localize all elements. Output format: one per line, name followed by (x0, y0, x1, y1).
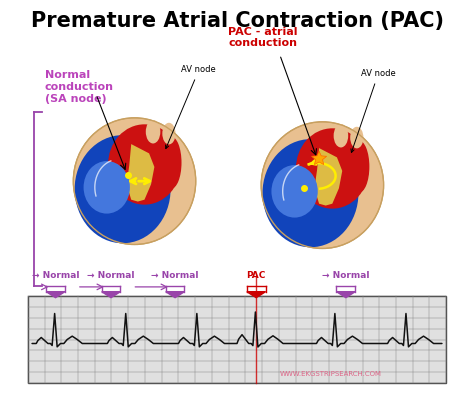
Ellipse shape (160, 136, 182, 189)
Text: PAC: PAC (246, 271, 266, 280)
Polygon shape (101, 292, 120, 298)
Bar (28, 296, 446, 383)
Ellipse shape (334, 124, 348, 148)
Text: WWW.EKGSTRIPSEARCH.COM: WWW.EKGSTRIPSEARCH.COM (280, 371, 382, 377)
Text: → Normal: → Normal (87, 271, 135, 280)
Ellipse shape (263, 139, 358, 247)
Text: → Normal: → Normal (151, 271, 199, 280)
Text: Normal
conduction
(SA node): Normal conduction (SA node) (45, 70, 114, 104)
Ellipse shape (83, 161, 130, 214)
Ellipse shape (146, 120, 160, 144)
Ellipse shape (296, 128, 369, 209)
Ellipse shape (348, 140, 369, 193)
Ellipse shape (73, 118, 196, 244)
Polygon shape (127, 144, 155, 202)
Text: AV node: AV node (351, 70, 396, 152)
Polygon shape (311, 151, 327, 164)
Polygon shape (46, 292, 65, 298)
Ellipse shape (272, 165, 318, 218)
Ellipse shape (350, 127, 364, 148)
Ellipse shape (261, 122, 383, 248)
Polygon shape (337, 292, 356, 298)
Text: AV node: AV node (165, 66, 216, 148)
Polygon shape (314, 148, 342, 206)
Text: Premature Atrial Contraction (PAC): Premature Atrial Contraction (PAC) (30, 11, 444, 31)
Ellipse shape (74, 135, 171, 243)
Ellipse shape (162, 123, 175, 144)
Polygon shape (247, 292, 265, 298)
Ellipse shape (108, 124, 181, 205)
Polygon shape (166, 292, 184, 298)
Text: → Normal: → Normal (32, 271, 79, 280)
Text: → Normal: → Normal (322, 271, 370, 280)
Text: PAC - atrial
conduction: PAC - atrial conduction (228, 27, 298, 48)
